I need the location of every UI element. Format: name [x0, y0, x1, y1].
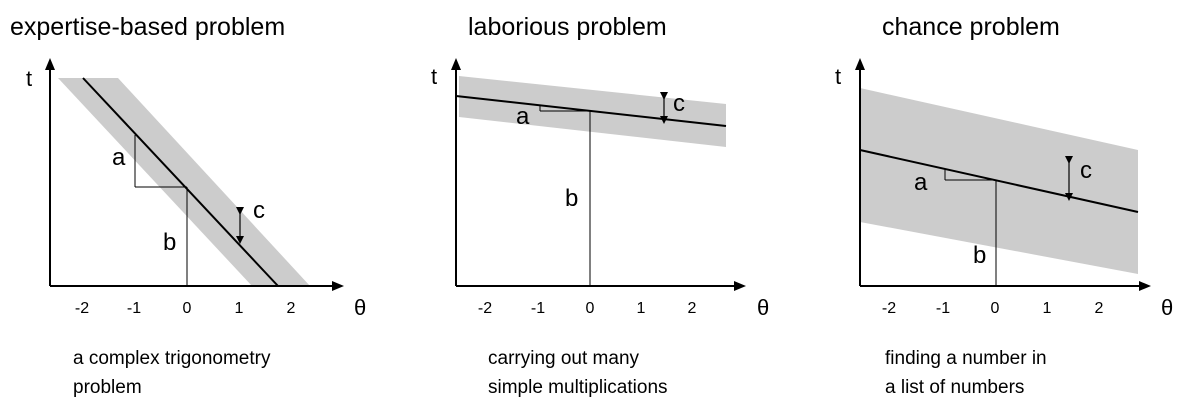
caption-line-2: simple multiplications	[488, 377, 668, 398]
variance-band	[58, 78, 310, 286]
x-axis-label: θ	[757, 295, 769, 320]
panel-title: expertise-based problem	[10, 13, 285, 41]
label-a: a	[516, 103, 530, 130]
trend-line	[82, 77, 279, 287]
x-axis-arrowhead	[1139, 281, 1151, 291]
x-axis-label: θ	[1161, 295, 1173, 320]
x-axis-arrowhead	[734, 281, 746, 291]
panel-expertise: expertise-based problem a b c t θ -2 -1 …	[10, 13, 366, 398]
panel-laborious: laborious problem a b c t θ -2 -1 0 1 2 …	[431, 13, 769, 398]
x-tick-label: 2	[1095, 300, 1104, 317]
x-axis-arrowhead	[332, 281, 344, 291]
x-axis-label: θ	[354, 295, 366, 320]
panel-chance: chance problem a b c t θ -2 -1 0 1 2 fin…	[835, 13, 1173, 398]
caption-line-2: problem	[73, 377, 142, 398]
trend-line	[859, 149, 1139, 213]
y-axis-label: t	[26, 66, 32, 91]
x-tick-label: 1	[1043, 300, 1052, 317]
x-tick-label: 2	[688, 300, 697, 317]
label-a: a	[112, 144, 126, 171]
x-tick-label: -2	[75, 300, 89, 317]
x-tick-label: -2	[882, 300, 896, 317]
y-axis-arrowhead	[45, 58, 55, 70]
x-tick-label: 1	[637, 300, 646, 317]
label-c: c	[253, 197, 265, 224]
label-b: b	[973, 242, 986, 269]
trend-line	[455, 95, 727, 127]
caption-line-2: a list of numbers	[885, 377, 1024, 398]
x-tick-label: 0	[183, 300, 192, 317]
x-tick-label: -2	[478, 300, 492, 317]
label-c: c	[673, 90, 685, 117]
x-tick-label: -1	[531, 300, 545, 317]
panel-title: laborious problem	[468, 13, 667, 41]
y-axis-label: t	[431, 64, 437, 89]
label-c: c	[1080, 157, 1092, 184]
label-a: a	[914, 169, 928, 196]
caption-line-1: finding a number in	[885, 348, 1047, 369]
x-tick-label: 1	[235, 300, 244, 317]
x-tick-label: 0	[586, 300, 595, 317]
panel-title: chance problem	[882, 13, 1060, 41]
y-axis-arrowhead	[855, 58, 865, 70]
caption-line-1: carrying out many	[488, 348, 640, 369]
label-b: b	[163, 229, 176, 256]
x-tick-label: -1	[127, 300, 141, 317]
label-b: b	[565, 185, 578, 212]
y-axis-arrowhead	[451, 58, 461, 70]
x-tick-label: -1	[936, 300, 950, 317]
x-tick-label: 2	[287, 300, 296, 317]
x-tick-label: 0	[991, 300, 1000, 317]
y-axis-label: t	[835, 64, 841, 89]
caption-line-1: a complex trigonometry	[73, 348, 271, 369]
